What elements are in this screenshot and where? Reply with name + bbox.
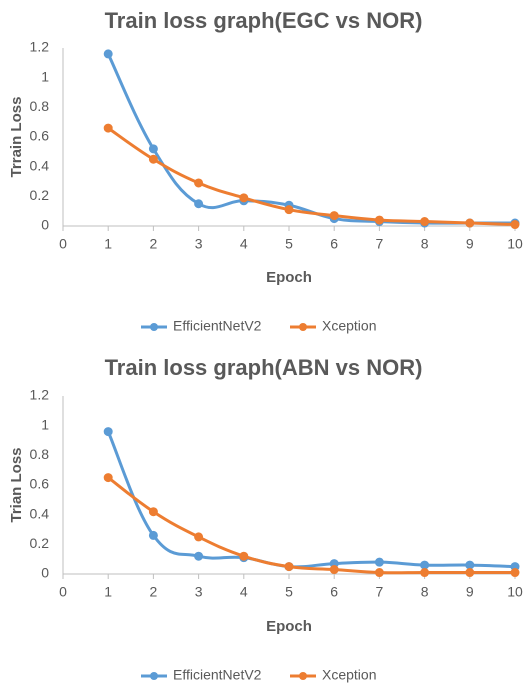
y-tick-label: 0.8 [30, 446, 50, 462]
x-tick-label: 9 [466, 584, 474, 600]
x-tick-label: 5 [285, 236, 293, 252]
data-point [374, 557, 384, 567]
y-tick-label: 0.2 [30, 535, 50, 551]
legend-item: EfficientNetV2 [141, 667, 262, 683]
data-point [420, 568, 430, 578]
x-tick-label: 6 [330, 584, 338, 600]
legend-item: Xception [290, 667, 376, 683]
x-tick-label: 3 [195, 236, 203, 252]
data-point [194, 178, 204, 188]
data-point [148, 144, 158, 154]
legend-label: Xception [322, 318, 376, 334]
x-tick-label: 2 [150, 584, 158, 600]
legend-marker [150, 672, 158, 680]
x-tick-label: 6 [330, 236, 338, 252]
data-point [284, 205, 294, 215]
y-tick-label: 0 [41, 565, 49, 581]
x-tick-label: 4 [240, 584, 248, 600]
data-point [194, 532, 204, 542]
data-point [194, 199, 204, 209]
x-tick-label: 1 [104, 584, 112, 600]
data-point [420, 217, 430, 227]
y-axis-title: Trrain Loss [8, 97, 25, 178]
legend-label: EfficientNetV2 [173, 318, 262, 334]
x-tick-label: 9 [466, 236, 474, 252]
data-point [148, 154, 158, 164]
data-point [148, 530, 158, 540]
data-point [374, 215, 384, 225]
x-tick-label: 1 [104, 236, 112, 252]
x-tick-label: 0 [59, 236, 67, 252]
x-tick-label: 10 [507, 236, 523, 252]
series-line-efficientnetv2 [106, 430, 517, 569]
y-tick-label: 0.4 [30, 157, 50, 173]
data-point [510, 568, 520, 578]
x-tick-label: 8 [421, 584, 429, 600]
y-tick-label: 1 [41, 416, 49, 432]
data-point [465, 560, 475, 570]
chart-2: Train loss graph(ABN vs NOR) 0 0.2 0.4 0.6 0.… [8, 355, 523, 683]
data-point [465, 218, 475, 228]
data-point [284, 562, 294, 572]
y-tick-label: 0.2 [30, 187, 50, 203]
x-tick-label: 2 [150, 236, 158, 252]
x-axis-title: Epoch [266, 618, 312, 635]
chart-title: Train loss graph(EGC vs NOR) [105, 8, 423, 33]
data-point [465, 568, 475, 578]
y-tick-label: 0.4 [30, 505, 50, 521]
data-point [329, 211, 339, 221]
data-point [239, 551, 249, 561]
data-point [103, 49, 113, 59]
data-point [194, 551, 204, 561]
data-point [374, 568, 384, 578]
data-point [103, 123, 113, 133]
y-tick-label: 0.8 [30, 98, 50, 114]
legend-marker [150, 323, 158, 331]
y-tick-label: 1.2 [30, 387, 50, 403]
x-tick-label: 7 [376, 584, 384, 600]
y-tick-label: 0 [41, 217, 49, 233]
legend-label: Xception [322, 667, 376, 683]
y-tick-label: 0.6 [30, 476, 50, 492]
x-tick-label: 0 [59, 584, 67, 600]
x-tick-label: 4 [240, 236, 248, 252]
legend-item: Xception [290, 318, 376, 334]
legend-label: EfficientNetV2 [173, 667, 262, 683]
x-tick-label: 7 [376, 236, 384, 252]
chart-title: Train loss graph(ABN vs NOR) [105, 355, 423, 380]
series-line-xception [106, 126, 517, 227]
x-tick-label: 8 [421, 236, 429, 252]
chart-1: Train loss graph(EGC vs NOR) 0 0.2 0.4 0.6 0.… [8, 8, 523, 334]
series-line-efficientnetv2 [106, 52, 517, 225]
data-point [510, 220, 520, 230]
data-point [329, 565, 339, 575]
data-point [420, 560, 430, 570]
data-point [239, 193, 249, 203]
y-tick-label: 1 [41, 68, 49, 84]
legend-marker [299, 323, 307, 331]
series-line-xception [106, 476, 517, 575]
x-tick-label: 3 [195, 584, 203, 600]
data-point [103, 427, 113, 437]
legend-item: EfficientNetV2 [141, 318, 262, 334]
x-tick-label: 5 [285, 584, 293, 600]
x-axis-title: Epoch [266, 269, 312, 286]
x-tick-label: 10 [507, 584, 523, 600]
y-tick-label: 0.6 [30, 128, 50, 144]
y-axis-title: Trian Loss [8, 447, 25, 522]
data-point [103, 473, 113, 483]
y-tick-label: 1.2 [30, 39, 50, 55]
legend-marker [299, 672, 307, 680]
data-point [148, 507, 158, 517]
